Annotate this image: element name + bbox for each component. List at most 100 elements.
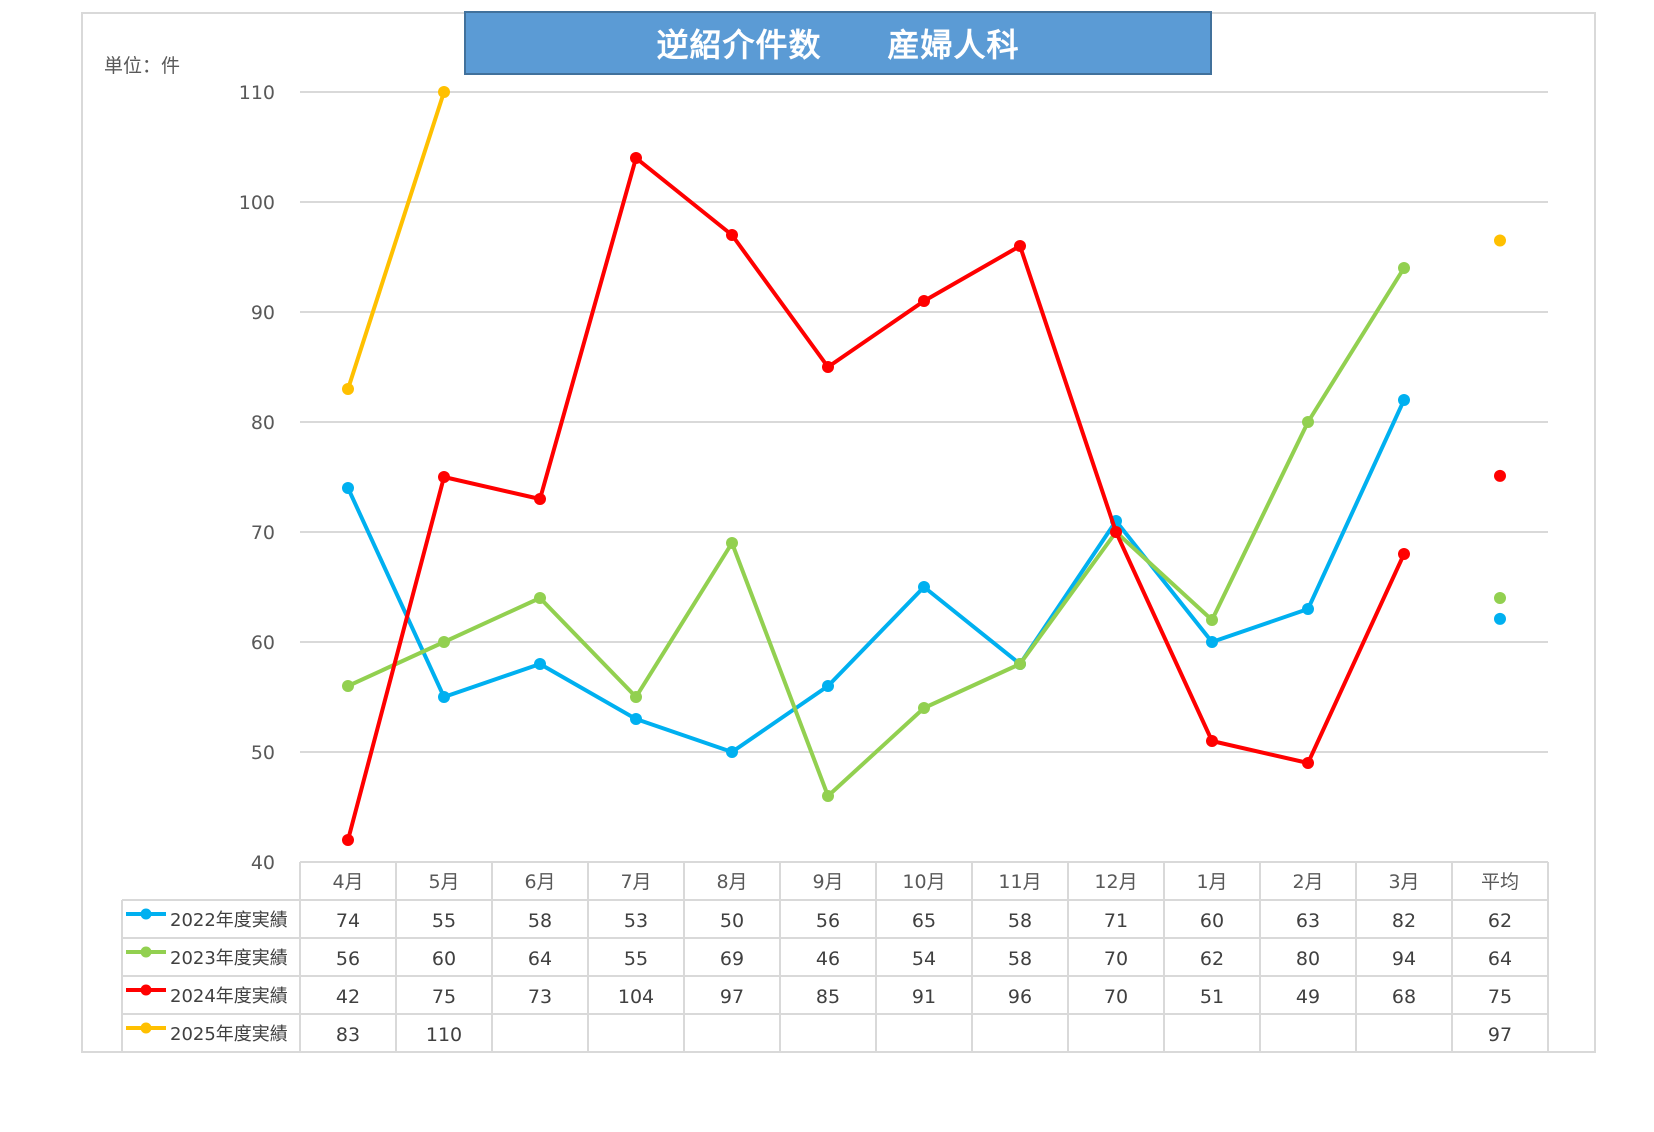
data-point [630,152,642,164]
table-cell: 83 [336,1024,360,1046]
data-point [630,713,642,725]
unit-label: 単位：件 [104,55,181,77]
gridlines [300,91,1548,753]
legend-marker [140,984,152,996]
data-point [438,86,450,98]
x-tick-label: 9月 [812,871,843,893]
data-point [1014,658,1026,670]
table-cell: 91 [912,986,936,1008]
series-line [346,398,1406,754]
table-cell: 46 [816,948,840,970]
table-cell: 54 [912,948,936,970]
data-point [1302,757,1314,769]
table-cell: 53 [624,910,648,932]
table-cell-average: 75 [1488,986,1512,1008]
table-cell: 69 [720,948,744,970]
average-point [1494,234,1506,247]
data-point [726,746,738,758]
x-tick-label: 12月 [1094,871,1137,893]
table-cell: 70 [1104,948,1128,970]
average-point [1494,612,1506,625]
x-tick-label: 6月 [524,871,555,893]
data-point [822,361,834,373]
legend-label: 2024年度実績 [170,986,288,1007]
table-cell-average: 97 [1488,1024,1512,1046]
table-cell: 97 [720,986,744,1008]
chart-title-box: 逆紹介件数 産婦人科 [464,11,1212,75]
data-point [726,229,738,241]
y-tick-label: 70 [251,522,275,544]
table-cell: 51 [1200,986,1224,1008]
table-cell: 56 [816,910,840,932]
table-cell: 58 [1008,910,1032,932]
legend-marker [140,1022,152,1034]
data-point [1014,240,1026,252]
data-point [534,493,546,505]
legend-marker [140,946,152,958]
y-tick-label: 40 [251,852,275,874]
data-point [1302,416,1314,428]
data-point [1398,262,1410,274]
chart-title: 逆紹介件数 産婦人科 [656,26,1020,64]
data-point [342,680,354,692]
data-point [1206,614,1218,626]
y-axis-ticks: 40 50 60 70 80 90 100 110 [239,82,275,874]
series-lines [342,86,1506,846]
series-line [346,90,446,391]
data-point [534,658,546,670]
data-point [630,691,642,703]
data-point [822,680,834,692]
table-cell: 65 [912,910,936,932]
y-tick-label: 100 [239,192,275,214]
data-point [1206,636,1218,648]
x-tick-label: 10月 [902,871,945,893]
table-cell: 82 [1392,910,1416,932]
table-cell: 85 [816,986,840,1008]
data-point [918,295,930,307]
data-point [438,471,450,483]
data-table: 4月 5月 6月 7月 8月 9月 10月 11月 12月 1月 2月 3月 平均 2022年度実績 74 5… [121,861,1549,1053]
x-tick-label: 7月 [620,871,651,893]
data-point [342,834,354,846]
table-cell-average: 62 [1488,910,1512,932]
table-cell: 49 [1296,986,1320,1008]
average-point [1494,592,1506,604]
table-cell: 64 [528,948,552,970]
table-cell: 58 [528,910,552,932]
table-cell: 50 [720,910,744,932]
data-point [438,691,450,703]
table-cell-average: 64 [1488,948,1512,970]
y-tick-label: 90 [251,302,275,324]
table-cell: 80 [1296,948,1320,970]
y-tick-label: 50 [251,742,275,764]
x-tick-label: 1月 [1196,871,1227,893]
legend-marker [140,908,152,920]
table-cell: 104 [618,986,654,1008]
y-tick-label: 110 [239,82,275,104]
x-tick-label: 5月 [428,871,459,893]
data-point [342,383,354,395]
x-tick-label: 11月 [998,871,1041,893]
data-point [1398,548,1410,560]
table-cell: 56 [336,948,360,970]
data-point [726,537,738,549]
data-point [1110,526,1122,538]
data-point [822,790,834,802]
table-cell: 68 [1392,986,1416,1008]
series-line [346,266,1406,798]
series-line [346,156,1406,842]
table-cell: 60 [1200,910,1224,932]
data-point [1398,394,1410,406]
data-point [918,702,930,714]
table-cell: 110 [426,1024,462,1046]
table-cell: 75 [432,986,456,1008]
x-tick-label: 2月 [1292,871,1323,893]
legend-label: 2022年度実績 [170,910,288,931]
data-point [918,581,930,593]
table-cell: 55 [624,948,648,970]
average-point [1494,469,1506,482]
table-cell: 74 [336,910,360,932]
y-tick-label: 60 [251,632,275,654]
table-cell: 63 [1296,910,1320,932]
